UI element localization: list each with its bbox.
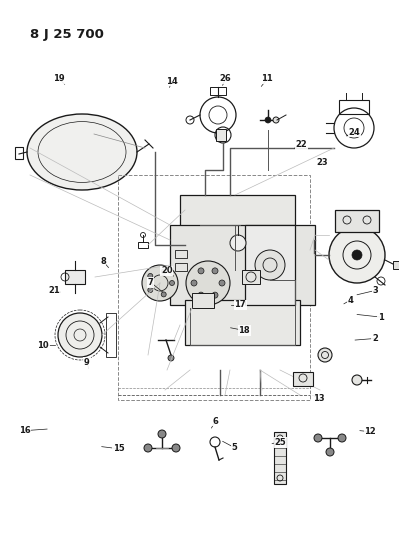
Circle shape [198, 268, 204, 274]
Text: 19: 19 [53, 75, 65, 83]
Circle shape [144, 444, 152, 452]
Text: 6: 6 [213, 417, 218, 425]
Ellipse shape [27, 114, 137, 190]
Circle shape [212, 292, 218, 298]
Bar [118, 175, 310, 400]
Text: 4: 4 [348, 296, 353, 304]
Text: 13: 13 [313, 394, 325, 403]
Text: 17: 17 [234, 301, 246, 309]
Text: 8: 8 [100, 257, 106, 265]
Text: 25: 25 [274, 438, 286, 447]
Circle shape [265, 117, 271, 123]
Bar [210, 87, 226, 95]
Circle shape [172, 444, 180, 452]
Bar [185, 300, 300, 345]
Bar [170, 225, 315, 305]
Circle shape [219, 280, 225, 286]
Text: 22: 22 [295, 141, 307, 149]
Bar [175, 263, 187, 271]
Text: 14: 14 [166, 77, 178, 85]
Circle shape [148, 287, 153, 293]
Circle shape [314, 434, 322, 442]
Circle shape [148, 273, 153, 278]
Text: 20: 20 [161, 266, 173, 275]
Bar [339, 100, 369, 114]
Circle shape [142, 265, 178, 301]
Bar [335, 210, 379, 232]
Text: 18: 18 [238, 326, 250, 335]
Circle shape [212, 268, 218, 274]
Text: 26: 26 [219, 75, 231, 83]
Circle shape [352, 375, 362, 385]
Bar [293, 372, 313, 386]
Text: 1: 1 [378, 313, 384, 321]
Bar [393, 261, 399, 269]
Bar [15, 147, 23, 159]
Circle shape [191, 280, 197, 286]
Circle shape [170, 280, 174, 286]
Text: 10: 10 [37, 341, 49, 350]
Circle shape [352, 250, 362, 260]
Circle shape [273, 117, 279, 123]
Text: 9: 9 [84, 358, 90, 367]
Circle shape [158, 430, 166, 438]
Circle shape [198, 292, 204, 298]
Text: 5: 5 [232, 443, 237, 452]
Text: 16: 16 [19, 426, 31, 435]
Bar [106, 313, 116, 357]
Text: 23: 23 [316, 158, 328, 167]
Text: 21: 21 [48, 286, 60, 295]
Bar [180, 195, 295, 230]
Text: 3: 3 [372, 286, 378, 295]
Text: 24: 24 [348, 128, 360, 136]
Circle shape [230, 235, 246, 251]
Bar [138, 242, 148, 248]
Text: 11: 11 [261, 75, 273, 83]
Circle shape [255, 250, 285, 280]
Circle shape [58, 313, 102, 357]
Circle shape [186, 261, 230, 305]
Circle shape [318, 348, 332, 362]
Bar [306, 250, 314, 255]
Text: 7: 7 [148, 278, 154, 287]
Bar [175, 250, 187, 258]
Bar [242, 270, 260, 284]
Text: 2: 2 [372, 334, 378, 343]
Circle shape [161, 269, 166, 274]
Bar [245, 225, 295, 305]
Circle shape [338, 434, 346, 442]
Text: 15: 15 [113, 445, 125, 453]
Bar [192, 293, 214, 308]
Bar [274, 432, 286, 484]
Circle shape [326, 448, 334, 456]
Circle shape [329, 227, 385, 283]
Bar [65, 270, 85, 284]
Circle shape [161, 292, 166, 297]
Circle shape [168, 355, 174, 361]
Text: 12: 12 [364, 427, 376, 436]
Text: 8 J 25 700: 8 J 25 700 [30, 28, 104, 41]
Bar [216, 129, 226, 141]
